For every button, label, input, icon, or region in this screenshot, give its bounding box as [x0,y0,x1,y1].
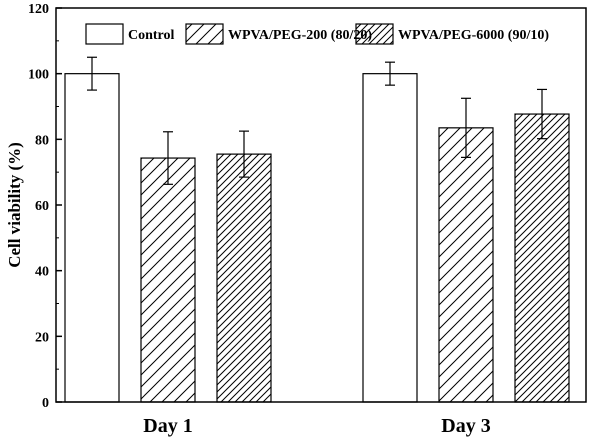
x-tick-label: Day 3 [441,415,490,437]
bar [514,113,570,403]
bar [216,153,272,403]
bar [362,73,418,403]
y-tick-label: 80 [35,133,49,148]
y-tick-label: 120 [28,2,49,17]
legend-label: WPVA/PEG-6000 (90/10) [398,28,549,43]
y-tick-label: 60 [35,199,49,214]
y-tick-label: 0 [42,396,49,411]
bar [64,73,120,403]
legend-swatch [355,23,394,45]
y-tick-label: 100 [28,68,49,83]
bar [140,157,196,403]
y-tick-label: 40 [35,265,49,280]
legend-swatch [85,23,124,45]
plot-frame [55,7,587,403]
legend-swatch [185,23,224,45]
y-axis-title: Cell viability (%) [5,142,24,268]
legend-label: Control [128,28,175,43]
legend-label: WPVA/PEG-200 (80/20) [228,28,372,43]
x-tick-label: Day 1 [143,415,192,437]
y-tick-label: 20 [35,330,49,345]
bar [438,127,494,403]
